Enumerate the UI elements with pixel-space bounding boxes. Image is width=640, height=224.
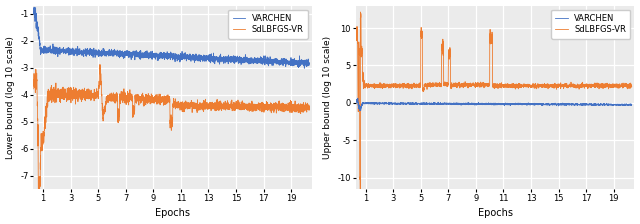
SdLBFGS-VR — [61, 89, 69, 92]
VARCHEN — [458, 103, 466, 106]
SdLBFGS-VR — [77, 100, 85, 103]
VARCHEN — [301, 67, 308, 70]
SdLBFGS-VR — [30, 88, 38, 90]
SdLBFGS-VR — [353, 27, 360, 30]
VARCHEN — [31, 6, 38, 9]
Line: VARCHEN: VARCHEN — [356, 98, 632, 111]
SdLBFGS-VR — [470, 82, 478, 85]
VARCHEN — [384, 102, 392, 105]
SdLBFGS-VR — [356, 11, 364, 13]
VARCHEN — [30, 10, 38, 13]
VARCHEN — [401, 102, 408, 105]
SdLBFGS-VR — [623, 84, 630, 86]
SdLBFGS-VR — [96, 63, 104, 66]
VARCHEN — [470, 102, 478, 104]
SdLBFGS-VR — [356, 189, 364, 192]
VARCHEN — [148, 54, 156, 57]
X-axis label: Epochs: Epochs — [477, 209, 513, 218]
VARCHEN — [353, 101, 360, 103]
SdLBFGS-VR — [36, 193, 44, 196]
Legend: VARCHEN, SdLBFGS-VR: VARCHEN, SdLBFGS-VR — [228, 10, 308, 39]
SdLBFGS-VR — [401, 83, 408, 86]
SdLBFGS-VR — [270, 106, 278, 109]
SdLBFGS-VR — [136, 97, 143, 100]
VARCHEN — [136, 57, 143, 60]
VARCHEN — [354, 97, 362, 99]
VARCHEN — [61, 51, 69, 54]
Y-axis label: Lower bound (log 10 scale): Lower bound (log 10 scale) — [6, 36, 15, 159]
VARCHEN — [270, 59, 278, 62]
Legend: VARCHEN, SdLBFGS-VR: VARCHEN, SdLBFGS-VR — [551, 10, 630, 39]
Line: SdLBFGS-VR: SdLBFGS-VR — [34, 65, 309, 194]
VARCHEN — [300, 62, 308, 65]
VARCHEN — [628, 103, 636, 106]
Y-axis label: Upper bound (log 10 scale): Upper bound (log 10 scale) — [323, 36, 332, 159]
VARCHEN — [305, 62, 313, 65]
X-axis label: Epochs: Epochs — [155, 209, 190, 218]
VARCHEN — [623, 103, 630, 106]
SdLBFGS-VR — [593, 83, 600, 86]
SdLBFGS-VR — [458, 84, 466, 87]
SdLBFGS-VR — [305, 109, 313, 111]
VARCHEN — [356, 110, 364, 112]
SdLBFGS-VR — [628, 85, 636, 88]
VARCHEN — [593, 103, 600, 105]
SdLBFGS-VR — [384, 84, 392, 87]
SdLBFGS-VR — [148, 95, 156, 97]
SdLBFGS-VR — [300, 106, 308, 109]
Line: VARCHEN: VARCHEN — [34, 7, 309, 68]
Line: SdLBFGS-VR: SdLBFGS-VR — [356, 12, 632, 190]
VARCHEN — [77, 50, 85, 52]
